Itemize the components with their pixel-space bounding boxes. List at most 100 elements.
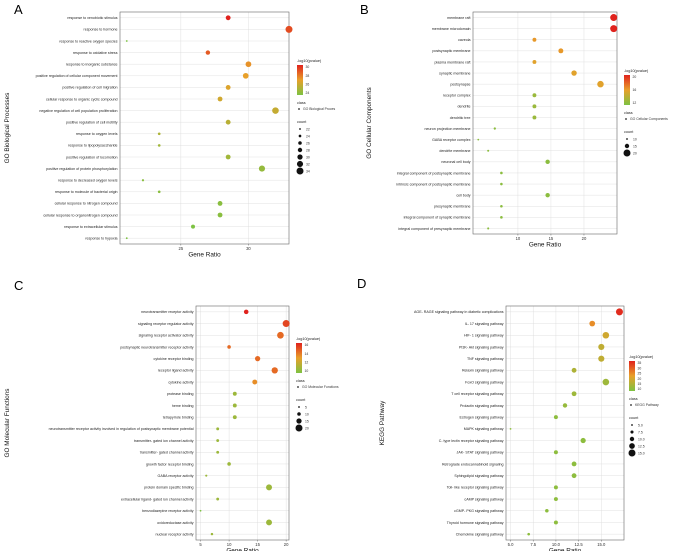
data-point [487,227,490,230]
data-point [500,171,503,175]
y-tick-label: positive regulation of protein phosphory… [46,167,117,171]
y-tick-labels: neurotransmitter receptor activity signal… [49,310,194,536]
data-point [532,104,537,109]
size-legend-label: 28 [306,148,310,152]
y-tick-label: response to inorganic substance [66,63,118,67]
y-tick-label: presynaptic membrane [434,205,471,209]
data-point [493,127,496,130]
y-tick-label: plasma membrane raft [435,60,471,64]
size-legend-label: 5 [305,405,307,409]
size-legend-marker [298,406,300,408]
y-tick-label: response to extracellular stimulus [64,225,118,229]
x-tick-label: 5 [199,542,202,547]
color-legend-tick: 28 [306,74,310,78]
color-legend-tick: 20 [633,75,637,79]
x-tick-label: 7.5 [530,542,536,547]
y-tick-label: protease binding [167,392,194,396]
grid [196,306,289,540]
data-point [216,439,220,442]
size-legend-marker [629,436,635,442]
data-point [602,378,610,386]
data-point [571,391,577,397]
y-tick-label: response to lipopolysaccharide [68,144,117,148]
size-legend-marker [295,424,303,432]
color-legend-tick: 12 [305,361,309,365]
y-tick-label: tetrapyrrole binding [163,415,194,419]
y-tick-label: Toll- like receptor signaling pathway [447,486,504,490]
size-legend-marker [626,138,628,140]
y-tick-label: integral component of synaptic membrane [404,216,471,220]
legend: -log10(pvalue) 16 14 12 10 class GO Molecular … [295,337,339,432]
data-point [205,474,208,477]
data-point [580,437,586,444]
data-point [217,200,223,206]
y-tick-label: HIF- 1 signaling pathway [464,334,504,338]
x-tick-label: 12.5 [575,542,584,547]
y-tick-label: synaptic membrane [439,71,470,75]
data-point [141,179,145,182]
data-point [602,331,610,339]
data-point [532,60,537,64]
color-legend-title: -log10(pvalue) [629,355,654,359]
y-tick-labels: AGE- RAGE signaling pathway in diabetic … [414,310,504,536]
class-legend-entry: GO Biological Proces [303,107,336,111]
x-tick-label: 15 [255,542,260,547]
y-tick-label: Retrograde endocannabinoid signaling [442,462,504,466]
color-legend-tick: 25 [638,372,642,376]
x-axis-title: Gene Ratio [226,548,259,551]
data-point [562,403,568,408]
data-point [500,216,503,219]
size-legend-label: 15 [633,144,637,148]
data-point [216,427,220,431]
data-point [282,320,290,328]
y-tick-label: nuclear receptor activity [156,532,194,536]
data-point [545,159,550,165]
y-tick-label: signaling receptor activator activity [139,334,194,338]
data-point [571,70,577,76]
grid [473,12,617,234]
y-tick-label: intrinsic component of postsynaptic memb… [396,182,470,186]
class-legend-marker [298,108,300,110]
y-tick-label: T cell receptor signaling pathway [451,392,503,396]
data-point [227,345,231,349]
data-point [545,508,549,513]
size-legend-marker [631,424,633,426]
y-tick-label: response to hypoxia [85,237,117,241]
size-legend-label: 26 [306,141,310,145]
x-tick-labels: 5 10 15 20 [199,540,289,547]
grid [120,12,289,244]
data-point [157,144,161,147]
size-legend-marker [628,449,636,457]
y-tick-label: positive regulation of cellular componen… [36,74,118,78]
x-axis-title: Gene Ratio [188,252,221,259]
data-point [232,403,237,408]
size-legend-marker [624,143,630,149]
y-tick-label: caveola [458,38,470,42]
data-points [199,309,290,536]
data-point [216,497,220,501]
color-legend-tick: 24 [306,91,310,95]
y-tick-label: neurotransmitter receptor activity invol… [49,427,194,431]
y-tick-label: Relaxin signaling pathway [462,369,504,373]
y-tick-label: Chemokine signaling pathway [456,532,504,536]
size-legend-marker [298,141,302,145]
y-tick-labels: response to xenobiotic stimulus response … [36,16,118,240]
panel-letter: A [14,2,23,17]
size-legend-marker [296,167,304,175]
color-legend-tick: 35 [638,361,642,365]
y-tick-label: negative regulation of cell population p… [39,109,117,113]
color-legend-tick: 10 [638,387,642,391]
color-legend-tick: 26 [306,83,310,87]
x-tick-labels: 10 15 20 [516,234,587,241]
x-axis-title: Gene Ratio [529,242,562,249]
size-legend-label: 32 [306,162,310,166]
y-tick-label: dendrite [458,105,471,109]
y-tick-label: cellular response to organic cyclic comp… [46,97,118,101]
color-legend-bar [296,343,302,373]
y-tick-label: benzodiazepine receptor activity [142,509,194,513]
size-legend-marker [297,154,303,160]
data-point [125,237,128,240]
size-legend-marker [297,412,301,416]
y-tick-label: FoxO signaling pathway [465,380,504,384]
y-tick-label: dendritic tree [450,116,471,120]
